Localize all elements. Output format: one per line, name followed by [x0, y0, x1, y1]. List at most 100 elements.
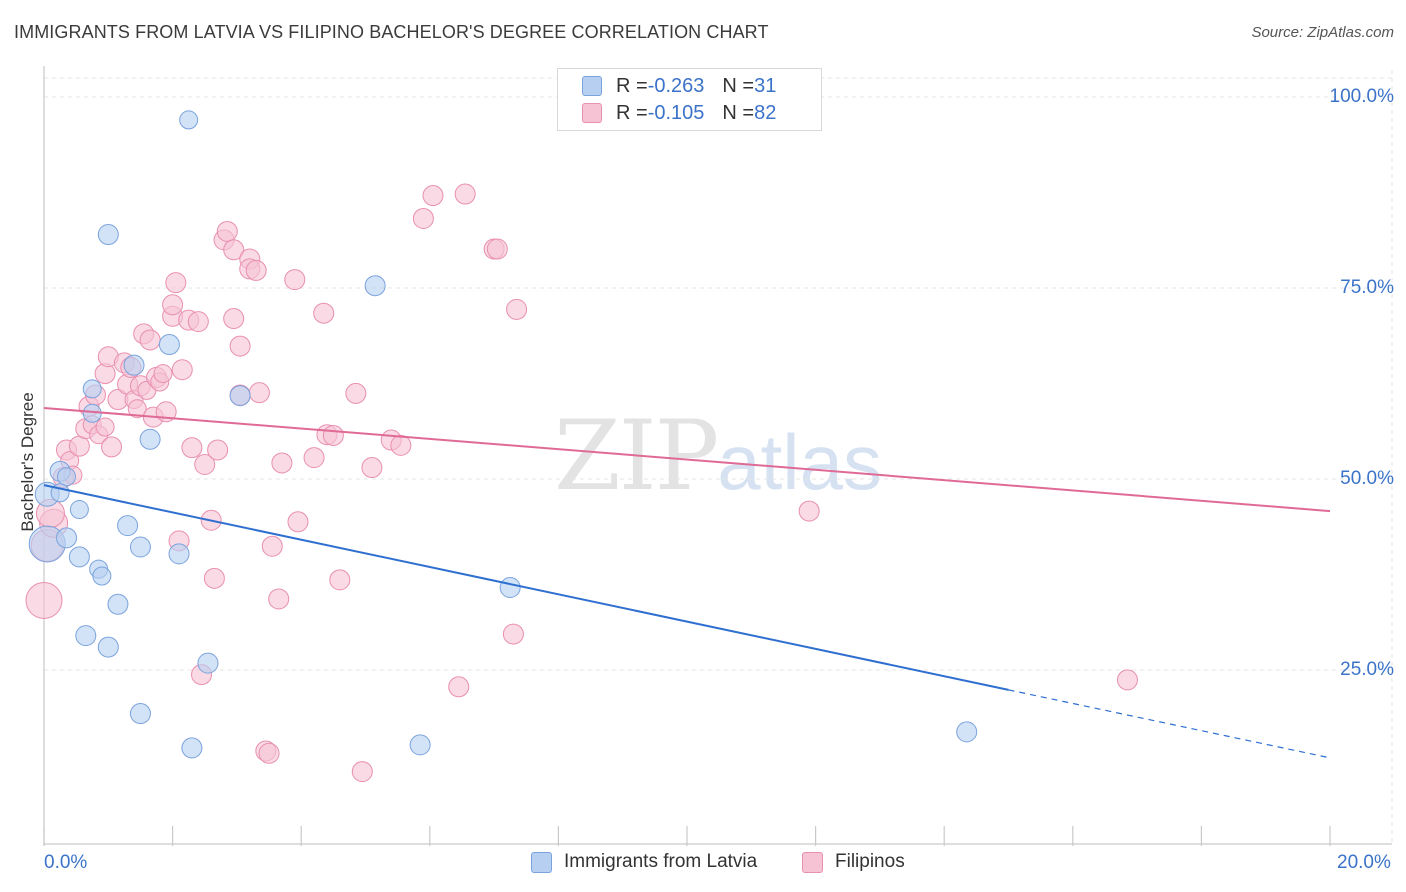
- filipinos-point: [203, 567, 225, 589]
- filipinos-point: [245, 259, 267, 281]
- filipinos-point: [223, 308, 245, 330]
- x-tick-min: 0.0%: [44, 852, 88, 873]
- filipinos-point: [412, 207, 434, 229]
- filipinos-point: [287, 511, 309, 533]
- latvia-point: [229, 385, 251, 407]
- filipinos-point: [207, 439, 229, 461]
- filipinos-trend-line: [43, 406, 1331, 513]
- filipinos-point: [486, 238, 508, 260]
- latvia-trend-extension: [1008, 689, 1331, 759]
- y-tick-label: 50.0%: [1340, 468, 1394, 489]
- filipinos-point: [153, 364, 173, 384]
- latvia-point: [107, 593, 129, 615]
- filipinos-point: [284, 269, 306, 291]
- latvia-point: [179, 110, 199, 130]
- latvia-point: [499, 576, 521, 598]
- filipinos-point: [258, 742, 280, 764]
- legend-item-latvia: Immigrants from Latvia: [531, 851, 757, 873]
- latvia-point: [57, 467, 77, 487]
- filipinos-point: [1116, 669, 1138, 691]
- watermark: ZIPatlas: [554, 400, 882, 512]
- filipinos-point: [181, 437, 203, 459]
- chart-title: IMMIGRANTS FROM LATVIA VS FILIPINO BACHE…: [14, 22, 769, 42]
- stats-legend: R = -0.263 N = 31 R = -0.105 N = 82: [557, 68, 822, 131]
- axes: [43, 66, 1392, 846]
- latvia-trend-line: [43, 484, 1009, 691]
- latvia-point: [409, 734, 431, 756]
- latvia-point: [181, 737, 203, 759]
- y-tick-label: 100.0%: [1329, 86, 1394, 107]
- filipinos-point: [187, 311, 209, 333]
- latvia-point: [75, 625, 97, 647]
- series-legend: Immigrants from Latvia Filipinos: [0, 851, 1406, 877]
- filipinos-point: [390, 434, 412, 456]
- r-value: -0.105: [647, 101, 705, 124]
- latvia-point: [129, 536, 151, 558]
- legend-label-latvia: Immigrants from Latvia: [564, 851, 758, 872]
- grid-lines: [44, 70, 1393, 844]
- latvia-point: [129, 703, 151, 725]
- y-tick-label: 25.0%: [1340, 659, 1394, 680]
- filipinos-point: [502, 623, 524, 645]
- filipinos-point: [506, 298, 528, 320]
- legend-item-filipinos: Filipinos: [802, 851, 905, 873]
- x-tick-max: 20.0%: [1337, 852, 1391, 873]
- filipinos-legend-swatch: [802, 851, 823, 873]
- filipinos-point: [68, 435, 90, 457]
- filipinos-point: [454, 183, 476, 205]
- source-label: Source: ZipAtlas.com: [1251, 24, 1394, 41]
- stats-legend-row-latvia: R = -0.263 N = 31: [582, 74, 776, 98]
- filipinos-point: [139, 329, 161, 351]
- y-axis-label: Bachelor's Degree: [18, 392, 37, 532]
- filipinos-point: [329, 569, 351, 591]
- r-label: R =: [616, 101, 648, 124]
- filipinos-point: [194, 453, 216, 475]
- filipinos-swatch: [582, 103, 602, 123]
- filipinos-point: [313, 302, 335, 324]
- filipinos-point: [271, 452, 293, 474]
- legend-label-filipinos: Filipinos: [835, 851, 905, 872]
- latvia-point: [158, 334, 180, 356]
- latvia-point: [56, 527, 78, 549]
- latvia-point: [97, 224, 119, 246]
- filipinos-point: [268, 588, 290, 610]
- n-label: N =: [722, 101, 755, 124]
- latvia-point: [68, 546, 90, 568]
- latvia-swatch: [582, 76, 602, 96]
- filipinos-point: [127, 399, 147, 419]
- n-label: N =: [722, 74, 755, 97]
- filipinos-point: [162, 294, 184, 316]
- latvia-point: [123, 354, 145, 376]
- filipinos-point: [798, 500, 820, 522]
- filipinos-point: [351, 761, 373, 783]
- filipinos-point: [25, 581, 63, 619]
- filipinos-point: [422, 185, 444, 207]
- latvia-point: [168, 543, 190, 565]
- latvia-point: [117, 515, 139, 537]
- latvia-point: [139, 428, 161, 450]
- latvia-point: [956, 721, 978, 743]
- n-value: 31: [754, 74, 777, 97]
- stats-legend-row-filipinos: R = -0.105 N = 82: [582, 101, 776, 125]
- filipinos-point: [303, 447, 325, 469]
- filipinos-point: [322, 424, 344, 446]
- r-value: -0.263: [647, 74, 705, 97]
- latvia-point: [82, 379, 102, 399]
- latvia-legend-swatch: [531, 851, 552, 873]
- latvia-point: [197, 652, 219, 674]
- n-value: 82: [754, 101, 777, 124]
- y-tick-label: 75.0%: [1340, 277, 1394, 298]
- filipinos-point: [345, 382, 367, 404]
- filipinos-point: [95, 417, 115, 437]
- filipinos-point: [229, 335, 251, 357]
- r-label: R =: [616, 74, 648, 97]
- latvia-point: [97, 636, 119, 658]
- latvia-points: [28, 110, 978, 759]
- filipinos-point: [223, 239, 245, 261]
- filipinos-point: [248, 382, 270, 404]
- filipinos-points: [25, 183, 1138, 783]
- latvia-point: [69, 500, 89, 520]
- latvia-point: [364, 275, 386, 297]
- filipinos-point: [448, 676, 470, 698]
- latvia-point: [92, 566, 112, 586]
